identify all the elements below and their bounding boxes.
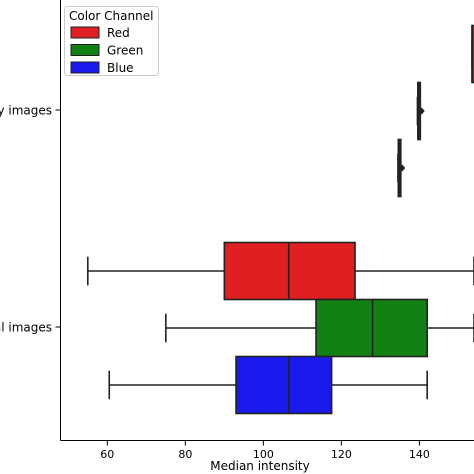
box-red-bottom bbox=[223, 241, 356, 301]
y-tick-label-0: y images bbox=[0, 104, 52, 118]
outlier-green-top-0 bbox=[418, 107, 425, 115]
x-tick-label-120: 120 bbox=[331, 448, 352, 461]
box-blue-bottom bbox=[235, 355, 333, 415]
x-tick-label-100: 100 bbox=[253, 448, 274, 461]
y-tick-label-1: al images bbox=[0, 321, 52, 335]
legend-label-blue: Blue bbox=[107, 61, 134, 75]
legend-label-green: Green bbox=[107, 44, 143, 58]
outlier-blue-top-0 bbox=[399, 164, 406, 172]
x-axis-label: Median intensity bbox=[210, 459, 310, 473]
legend-swatch-blue bbox=[70, 61, 100, 74]
legend-swatch-green bbox=[70, 44, 100, 56]
x-tick-label-60: 60 bbox=[100, 448, 114, 461]
legend-title: Color Channel bbox=[69, 9, 153, 23]
legend-frame bbox=[64, 6, 159, 76]
legend: Color Channel Red Green Blue bbox=[64, 6, 159, 76]
legend-label-red: Red bbox=[107, 26, 130, 40]
legend-swatch-red bbox=[70, 26, 100, 39]
x-tick-label-80: 80 bbox=[178, 448, 192, 461]
box-green-bottom bbox=[315, 298, 428, 358]
x-tick-label-140: 140 bbox=[409, 448, 430, 461]
